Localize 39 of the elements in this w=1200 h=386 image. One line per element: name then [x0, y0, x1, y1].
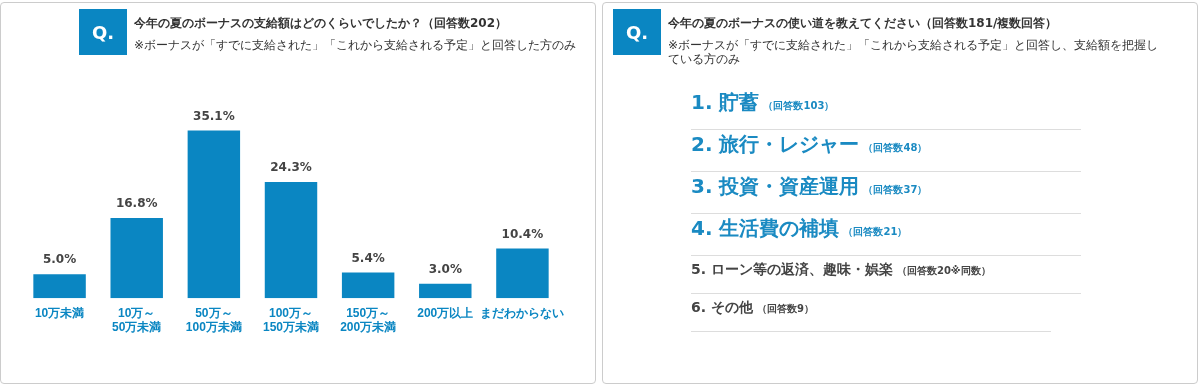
x-tick-label: 10万～ 50万未満 — [112, 305, 162, 335]
data-label: 24.3% — [270, 160, 312, 175]
data-label: 35.1% — [193, 108, 235, 123]
data-label: 3.0% — [428, 261, 462, 276]
data-label: 5.0% — [42, 252, 77, 267]
bar — [187, 130, 241, 299]
bar — [33, 274, 86, 299]
chart-subtitle: ※ボーナスが「すでに支給された」「これから支給される予定」と回答した方のみ — [134, 38, 577, 52]
text: 5. ローン等の返済、趣味・娯楽 — [691, 261, 893, 277]
text: （回答数20※同数） — [896, 265, 991, 276]
x-tick-label: 50万～ 100万未満 — [185, 305, 242, 335]
bar — [264, 182, 318, 299]
text: ※ボーナスが「すでに支給された」「これから支給される予定」と回答し、支給額を把握している方のみ — [668, 38, 1160, 66]
x-tick-label: まだわからない — [480, 305, 565, 320]
bar — [110, 217, 163, 299]
text: （回答数37） — [863, 184, 928, 195]
data-label: 5.4% — [351, 250, 385, 265]
text: 6. その他 — [691, 299, 753, 315]
x-tick-label: 10万未満 — [34, 305, 85, 320]
x-tick-label: 150万～ 200万未満 — [340, 305, 397, 335]
text: 今年の夏のボーナスの使い道を教えてください（回答数181/複数回答） — [668, 15, 1059, 32]
text: Q. — [79, 9, 127, 55]
text: Q. — [613, 9, 661, 55]
data-label: 10.4% — [501, 226, 544, 241]
text: （回答数9） — [756, 303, 814, 314]
bar — [419, 283, 472, 299]
text: 1. 貯蓄 — [691, 90, 760, 114]
chart-title: 今年の夏のボーナスの支給額はどのくらいでしたか？（回答数202） — [134, 15, 509, 32]
bar — [341, 272, 395, 299]
text: 3. 投資・資産運用 — [691, 174, 860, 198]
text: 4. 生活費の補填 — [691, 216, 840, 240]
bar — [496, 248, 549, 299]
text: （回答数21） — [843, 226, 908, 237]
text: （回答数103） — [763, 100, 835, 111]
data-label: 16.8% — [115, 196, 158, 211]
text: （回答数48） — [863, 142, 928, 153]
text: 2. 旅行・レジャー — [691, 132, 860, 156]
x-tick-label: 100万～ 150万未満 — [262, 305, 320, 335]
x-tick-label: 200万以上 — [417, 305, 474, 320]
